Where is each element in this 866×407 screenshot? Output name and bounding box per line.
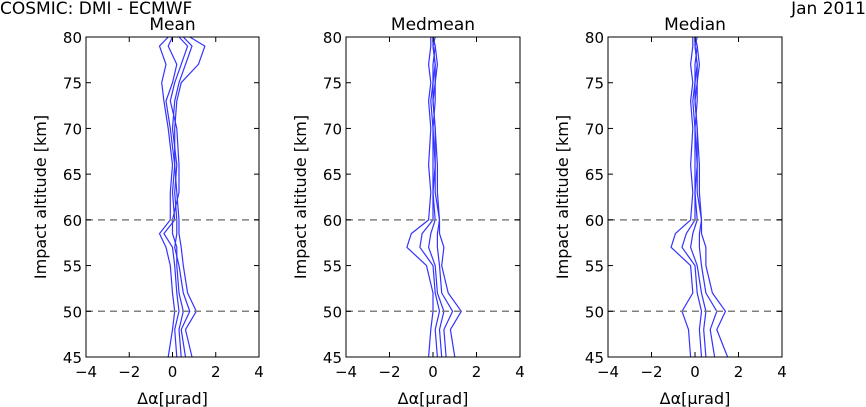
- x-axis-label: Δα[μrad]: [137, 389, 208, 407]
- y-tick-label: 75: [585, 75, 604, 93]
- x-tick-label: 4: [515, 363, 525, 381]
- series-line: [174, 36, 206, 358]
- x-tick-label: 2: [472, 363, 482, 381]
- x-tick-label: 0: [168, 363, 178, 381]
- x-tick-label: 2: [211, 363, 221, 381]
- y-tick-label: 55: [63, 258, 82, 276]
- panel-title: Mean: [149, 15, 195, 35]
- y-tick-label: 50: [323, 303, 342, 321]
- y-axis-label: Impact altitude [km]: [553, 115, 572, 279]
- panel-medmean: −4 −2 0 2 4 45 50 55 60 65 70 75 80 Medmean Δα[μrad] Im…: [291, 15, 525, 407]
- x-tick-label: −2: [640, 363, 662, 381]
- y-tick-label: 70: [63, 120, 82, 138]
- x-tick-label: 0: [690, 363, 700, 381]
- y-tick-label: 55: [323, 258, 342, 276]
- y-axis-label: Impact altitude [km]: [291, 115, 310, 279]
- x-tick-label: −2: [118, 363, 140, 381]
- y-axis-label: Impact altitude [km]: [31, 115, 50, 279]
- y-tick-label: 50: [585, 303, 604, 321]
- y-tick-label: 60: [63, 212, 82, 230]
- series-line: [694, 36, 718, 358]
- panel-title: Medmean: [391, 15, 475, 35]
- series-line: [169, 36, 189, 358]
- series-line: [670, 37, 694, 358]
- figure-title-left: COSMIC: DMI - ECMWF: [0, 0, 192, 19]
- x-tick-label: 2: [734, 363, 744, 381]
- figure-title-right: Jan 2011: [790, 0, 866, 19]
- y-tick-label: 60: [585, 212, 604, 230]
- panel-title: Median: [664, 15, 726, 35]
- y-tick-label: 80: [585, 29, 604, 47]
- y-tick-label: 80: [63, 29, 82, 47]
- y-tick-label: 65: [63, 166, 82, 184]
- y-tick-label: 75: [323, 75, 342, 93]
- x-axis-label: Δα[μrad]: [660, 389, 731, 407]
- panel-mean: −4 −2 0 2 4 45 50 55 60 65 70 75 80 Mean Δα[μrad] Impac…: [31, 15, 264, 407]
- y-tick-label: 55: [585, 258, 604, 276]
- y-tick-label: 70: [323, 120, 342, 138]
- series-line: [158, 36, 176, 358]
- series-line: [681, 37, 703, 358]
- y-tick-label: 75: [63, 75, 82, 93]
- x-tick-label: −4: [75, 363, 97, 381]
- x-axis-label: Δα[μrad]: [398, 389, 469, 407]
- y-tick-label: 45: [323, 349, 342, 367]
- x-tick-label: 4: [777, 363, 787, 381]
- y-tick-label: 45: [585, 349, 604, 367]
- series-line: [428, 36, 445, 358]
- y-tick-label: 65: [585, 166, 604, 184]
- x-tick-label: 4: [254, 363, 264, 381]
- y-tick-label: 70: [585, 120, 604, 138]
- y-tick-label: 60: [323, 212, 342, 230]
- series-line: [432, 36, 454, 358]
- series-line: [419, 37, 441, 358]
- panels: −4 −2 0 2 44550556065707580MeanΔα[μrad]Impac…: [31, 15, 787, 407]
- series-line: [694, 36, 729, 358]
- y-tick-label: 50: [63, 303, 82, 321]
- x-tick-label: −4: [597, 363, 619, 381]
- series-line: [432, 36, 462, 358]
- series-line: [163, 36, 180, 358]
- x-tick-label: 0: [428, 363, 438, 381]
- panel-median: −4 −2 0 2 4 45 50 55 60 65 70 75 80 Median Δα[μrad] Imp…: [553, 15, 787, 407]
- y-tick-label: 80: [323, 29, 342, 47]
- series-line: [689, 36, 707, 358]
- series-line: [406, 37, 434, 358]
- x-tick-label: −4: [335, 363, 357, 381]
- x-tick-label: −2: [378, 363, 400, 381]
- y-tick-label: 45: [63, 349, 82, 367]
- y-tick-label: 65: [323, 166, 342, 184]
